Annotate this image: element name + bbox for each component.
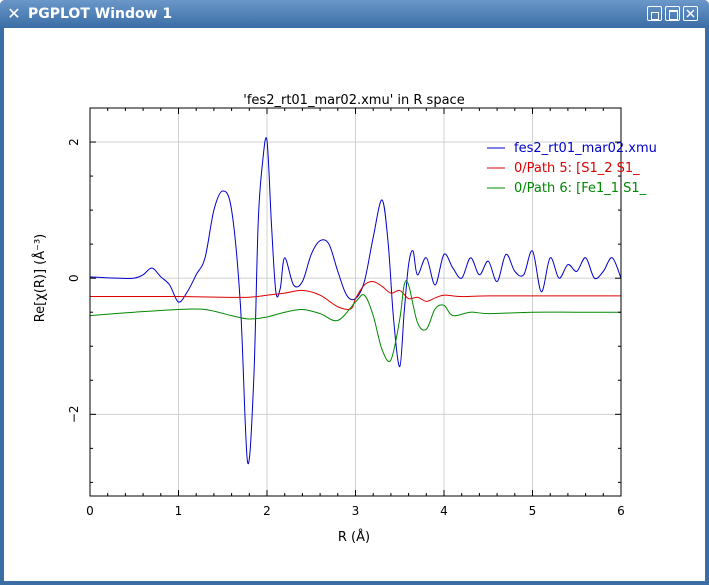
x-tick-label: 3 <box>352 504 360 518</box>
chart: 0 1 2 3 4 5 6 2 0 −2 'fes2_rt01_mar02.xmu' in R s… <box>32 93 657 545</box>
legend: fes2_rt01_mar02.xmu 0/Path 5: [S1_2 S1_ 0/… <box>487 141 657 196</box>
window-title: PGPLOT Window 1 <box>28 6 173 22</box>
series-line-3 <box>89 280 621 362</box>
title-bar[interactable]: ✕ PGPLOT Window 1 <box>0 0 709 28</box>
legend-label: fes2_rt01_mar02.xmu <box>514 141 657 156</box>
x-tick-label: 5 <box>529 504 537 518</box>
restore-icon[interactable] <box>647 6 662 21</box>
close-icon[interactable] <box>683 6 698 21</box>
x-tick-label: 0 <box>86 504 94 518</box>
y-tick-label: 2 <box>67 138 81 146</box>
legend-label: 0/Path 6: [Fe1_1 S1_ <box>514 181 647 196</box>
x-tick-label: 2 <box>263 504 271 518</box>
maximize-icon[interactable] <box>665 6 680 21</box>
plot-area: 0 1 2 3 4 5 6 2 0 −2 'fes2_rt01_mar02.xmu' in R s… <box>4 28 705 581</box>
y-tick-label: 0 <box>67 274 81 282</box>
y-axis-label: Re[χ(R)] (Å⁻³) <box>32 234 48 323</box>
series-lines <box>89 137 622 465</box>
x-axis-label: R (Å) <box>338 529 370 545</box>
series-line-2 <box>90 281 621 310</box>
x-tick-label: 1 <box>175 504 183 518</box>
ticks: 0 1 2 3 4 5 6 2 0 −2 <box>67 108 625 518</box>
x-tick-label: 4 <box>440 504 448 518</box>
legend-label: 0/Path 5: [S1_2 S1_ <box>514 161 640 176</box>
x-tick-label: 6 <box>617 504 625 518</box>
chart-title: 'fes2_rt01_mar02.xmu' in R space <box>243 93 464 108</box>
y-tick-label: −2 <box>67 405 81 423</box>
app-icon[interactable]: ✕ <box>7 4 21 23</box>
